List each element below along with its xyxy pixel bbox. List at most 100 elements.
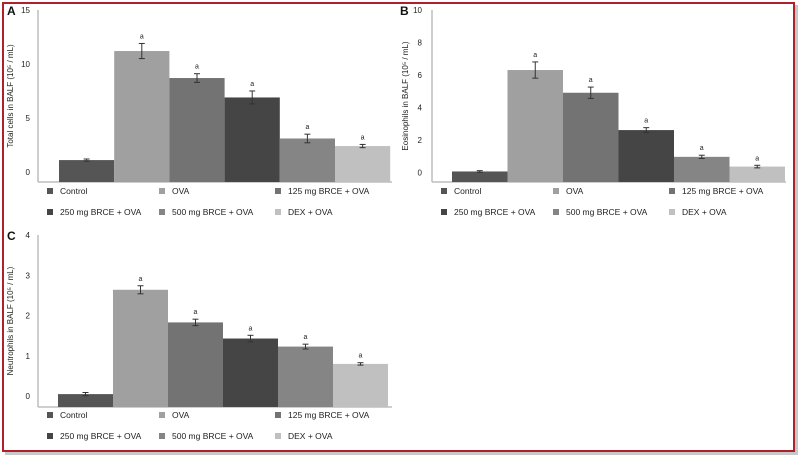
- panel-c: C 0 1 2 3 4 Neutrophils in BALF (10⁵ / mL) a a a…: [0, 224, 400, 449]
- legend-item: DEX + OVA: [275, 207, 332, 217]
- legend-label: 250 mg BRCE + OVA: [454, 207, 536, 217]
- legend-label: 500 mg BRCE + OVA: [172, 207, 254, 217]
- y-tick-label: 0: [26, 392, 31, 401]
- legend-swatch: [441, 209, 447, 215]
- significance-label: a: [359, 353, 363, 360]
- legend-swatch: [159, 412, 165, 418]
- bar-125-mg-brce-ova: [169, 78, 225, 182]
- legend-swatch: [669, 188, 675, 194]
- legend-swatch: [275, 209, 281, 215]
- legend-label: DEX + OVA: [288, 431, 333, 441]
- legend-label: OVA: [566, 186, 584, 196]
- significance-label: a: [194, 309, 198, 316]
- bar-125-mg-brce-ova: [168, 322, 223, 407]
- y-tick-label: 3: [26, 271, 31, 280]
- chart-b: 0 2 4 6 8 10 Eosinophils in BALF (10⁵ / mL) a a a…: [401, 6, 786, 183]
- y-tick-label: 10: [21, 60, 30, 69]
- chart-c: 0 1 2 3 4 Neutrophils in BALF (10⁵ / mL) a a a a a: [6, 231, 392, 408]
- panel-label-a: A: [7, 4, 16, 18]
- bar-250-mg-brce-ova: [223, 338, 278, 407]
- legend-swatch: [47, 412, 53, 418]
- significance-label: a: [195, 64, 199, 71]
- significance-label: a: [700, 145, 704, 152]
- panel-b: B 0 2 4 6 8 10 Eosinophils in BALF (10⁵ / mL) a…: [394, 0, 794, 225]
- y-tick-label: 2: [418, 136, 423, 145]
- legend-item: 125 mg BRCE + OVA: [669, 186, 763, 196]
- legend-label: Control: [454, 186, 482, 196]
- legend-item: OVA: [159, 410, 189, 420]
- legend-item: 250 mg BRCE + OVA: [47, 207, 141, 217]
- significance-label: a: [304, 334, 308, 341]
- significance-label: a: [305, 124, 309, 131]
- legend-swatch: [669, 209, 675, 215]
- legend-item: OVA: [159, 186, 189, 196]
- legend-label: 500 mg BRCE + OVA: [566, 207, 648, 217]
- bar-control: [452, 171, 508, 182]
- legend-item: Control: [47, 410, 87, 420]
- legend-swatch: [553, 188, 559, 194]
- y-tick-label: 6: [418, 71, 423, 80]
- legend-item: 500 mg BRCE + OVA: [553, 207, 647, 217]
- y-tick-label: 4: [418, 103, 423, 112]
- y-tick-label: 1: [26, 352, 31, 361]
- y-tick-label: 5: [26, 114, 31, 123]
- legend-label: 250 mg BRCE + OVA: [60, 207, 142, 217]
- legend-item: 250 mg BRCE + OVA: [441, 207, 535, 217]
- y-axis-label: Total cells in BALF (10⁵ / mL): [6, 44, 15, 148]
- legend-item: 125 mg BRCE + OVA: [275, 410, 369, 420]
- legend-label: DEX + OVA: [288, 207, 333, 217]
- significance-label: a: [644, 118, 648, 125]
- legend-item: Control: [47, 186, 87, 196]
- legend-item: 500 mg BRCE + OVA: [159, 431, 253, 441]
- legend-label: 250 mg BRCE + OVA: [60, 431, 142, 441]
- y-tick-label: 4: [26, 231, 31, 240]
- legend-label: Control: [60, 186, 88, 196]
- chart-a: 0 5 10 15 Total cells in BALF (10⁵ / mL) a a a a…: [6, 6, 392, 183]
- panel-label-b: B: [400, 4, 409, 18]
- legend-swatch: [159, 188, 165, 194]
- legend-swatch: [275, 433, 281, 439]
- bar-250-mg-brce-ova: [618, 130, 674, 182]
- bar-ova: [507, 70, 563, 182]
- significance-label: a: [249, 325, 253, 332]
- legend-swatch: [47, 209, 53, 215]
- bar-500-mg-brce-ova: [674, 156, 730, 182]
- legend-item: Control: [441, 186, 481, 196]
- bar-control: [58, 394, 113, 407]
- legend-label: OVA: [172, 410, 190, 420]
- y-tick-label: 10: [413, 6, 422, 15]
- bar-dex-ova: [335, 146, 391, 182]
- y-tick-label: 0: [26, 168, 31, 177]
- bar-ova: [114, 51, 170, 182]
- significance-label: a: [755, 155, 759, 162]
- bar-125-mg-brce-ova: [563, 92, 619, 182]
- y-tick-label: 0: [418, 168, 423, 177]
- legend-item: 250 mg BRCE + OVA: [47, 431, 141, 441]
- y-tick-label: 2: [26, 312, 31, 321]
- legend-label: 125 mg BRCE + OVA: [288, 186, 370, 196]
- legend-label: OVA: [172, 186, 190, 196]
- legend-swatch: [275, 412, 281, 418]
- bar-500-mg-brce-ova: [279, 138, 335, 182]
- bar-dex-ova: [729, 166, 785, 182]
- significance-label: a: [140, 33, 144, 40]
- y-axis-label: Eosinophils in BALF (10⁵ / mL): [401, 41, 410, 150]
- legend-label: 500 mg BRCE + OVA: [172, 431, 254, 441]
- legend-swatch: [159, 209, 165, 215]
- legend-swatch: [553, 209, 559, 215]
- y-tick-label: 8: [418, 38, 423, 47]
- bar-dex-ova: [333, 363, 388, 407]
- panel-a: A 0 5 10 15 Total cells in BALF (10⁵ / mL) a a…: [0, 0, 400, 225]
- legend-swatch: [275, 188, 281, 194]
- legend-item: OVA: [553, 186, 583, 196]
- legend-item: DEX + OVA: [275, 431, 332, 441]
- y-tick-label: 15: [21, 6, 30, 15]
- significance-label: a: [589, 77, 593, 84]
- legend-label: 125 mg BRCE + OVA: [682, 186, 764, 196]
- significance-label: a: [250, 81, 254, 88]
- significance-label: a: [139, 276, 143, 283]
- legend-swatch: [159, 433, 165, 439]
- legend-swatch: [47, 433, 53, 439]
- bar-control: [59, 160, 115, 182]
- y-axis-label: Neutrophils in BALF (10⁵ / mL): [6, 266, 15, 375]
